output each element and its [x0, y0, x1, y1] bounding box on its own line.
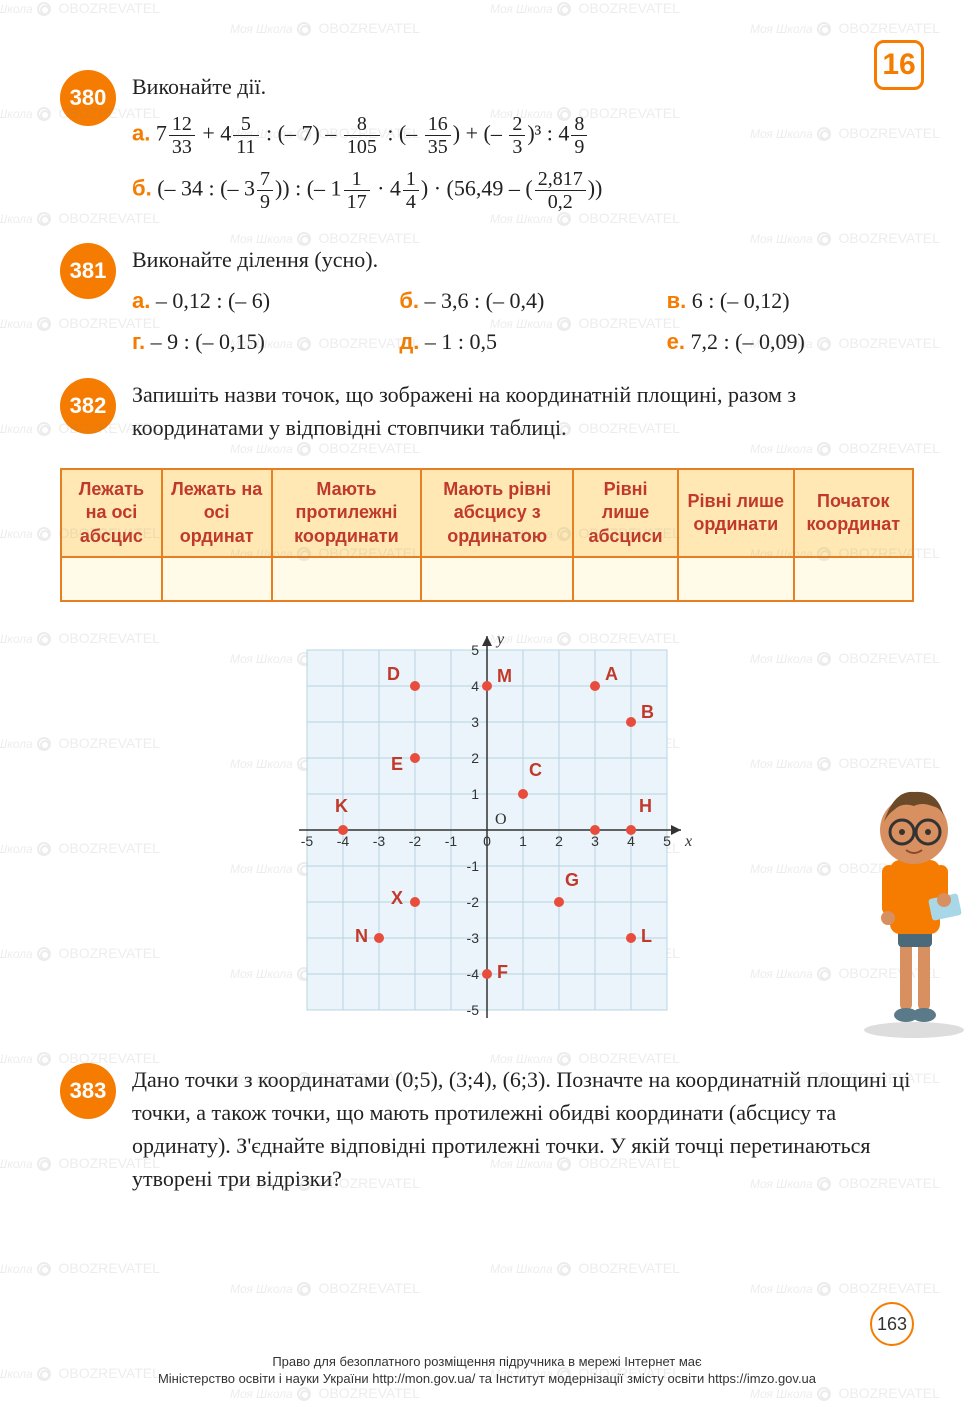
exercise-383: 383 Дано точки з координатами (0;5), (3;…	[60, 1063, 914, 1203]
exercise-body: Запишіть назви точок, що зображені на ко…	[132, 378, 914, 452]
svg-text:0: 0	[483, 833, 491, 849]
exercise-381: 381 Виконайте ділення (усно). а. – 0,12 …	[60, 243, 914, 358]
svg-text:L: L	[641, 926, 652, 946]
table-cell	[421, 557, 573, 601]
exercise-number: 382	[60, 378, 116, 434]
exercise-body: Виконайте ділення (усно). а. – 0,12 : (–…	[132, 243, 914, 358]
table-header: Початок координат	[794, 469, 913, 557]
svg-text:-5: -5	[467, 1002, 480, 1018]
table-header: Лежать на осі абсцис	[61, 469, 162, 557]
exercise-number: 381	[60, 243, 116, 299]
svg-text:O: O	[495, 811, 507, 828]
svg-text:K: K	[335, 796, 348, 816]
list-item: д. – 1 : 0,5	[399, 325, 646, 358]
svg-text:C: C	[529, 760, 542, 780]
svg-text:G: G	[565, 870, 579, 890]
svg-text:5: 5	[471, 642, 479, 658]
svg-text:-3: -3	[467, 930, 480, 946]
table-cell	[61, 557, 162, 601]
svg-text:-4: -4	[337, 833, 350, 849]
table-header: Рівні лише ординати	[678, 469, 794, 557]
items-grid: а. – 0,12 : (– 6) б. – 3,6 : (– 0,4) в. 6 …	[132, 284, 914, 358]
svg-text:4: 4	[627, 833, 635, 849]
exercise-380: 380 Виконайте дії. а. 71233 + 4511 : (– …	[60, 70, 914, 223]
svg-text:B: B	[641, 702, 654, 722]
svg-text:3: 3	[471, 714, 479, 730]
table-cell	[573, 557, 678, 601]
exercise-body: Дано точки з координатами (0;5), (3;4), …	[132, 1063, 914, 1203]
table-cell	[162, 557, 272, 601]
svg-text:5: 5	[663, 833, 671, 849]
svg-text:x: x	[684, 833, 692, 850]
svg-text:1: 1	[471, 786, 479, 802]
table-row	[61, 557, 913, 601]
svg-text:y: y	[495, 631, 505, 648]
footer-text: Право для безоплатного розміщення підруч…	[60, 1354, 914, 1388]
svg-text:A: A	[605, 664, 618, 684]
svg-text:H: H	[639, 796, 652, 816]
table-cell	[794, 557, 913, 601]
table-header: Мають протилежні координати	[272, 469, 422, 557]
svg-text:1: 1	[519, 833, 527, 849]
exercise-title: Виконайте ділення (усно).	[132, 243, 914, 276]
boy-illustration	[844, 760, 974, 1040]
exercise-382: 382 Запишіть назви точок, що зображені н…	[60, 378, 914, 452]
coordinate-table: Лежать на осі абсцисЛежать на осі ордина…	[60, 468, 914, 602]
math-expression-a: а. 71233 + 4511 : (– 7) – 8105 : (– 1635…	[132, 113, 914, 158]
exercise-number: 383	[60, 1063, 116, 1119]
chart-row: -5-4-3-2-1012345-5-4-3-2-112345xyODAMEBC…	[60, 622, 914, 1043]
coordinate-chart: -5-4-3-2-1012345-5-4-3-2-112345xyODAMEBC…	[279, 622, 695, 1043]
svg-text:-5: -5	[301, 833, 314, 849]
item-label: а.	[132, 121, 150, 146]
exercise-title: Дано точки з координатами (0;5), (3;4), …	[132, 1063, 914, 1195]
table-header: Лежать на осі ординат	[162, 469, 272, 557]
svg-text:F: F	[497, 962, 508, 982]
svg-text:4: 4	[471, 678, 479, 694]
svg-text:-3: -3	[373, 833, 386, 849]
svg-text:X: X	[391, 888, 403, 908]
exercise-title: Виконайте дії.	[132, 70, 914, 103]
math-expression-b: б. (– 34 : (– 379)) : (– 1117 · 414) · (…	[132, 168, 914, 213]
svg-text:-1: -1	[467, 858, 480, 874]
table-header-row: Лежать на осі абсцисЛежать на осі ордина…	[61, 469, 913, 557]
svg-text:M: M	[497, 666, 512, 686]
svg-text:N: N	[355, 926, 368, 946]
item-label: б.	[132, 176, 152, 201]
table-cell	[678, 557, 794, 601]
svg-text:D: D	[387, 664, 400, 684]
footer-line2: Міністерство освіти і науки України http…	[60, 1371, 914, 1388]
svg-text:E: E	[391, 754, 403, 774]
table-cell	[272, 557, 422, 601]
svg-text:3: 3	[591, 833, 599, 849]
svg-text:2: 2	[555, 833, 563, 849]
svg-text:2: 2	[471, 750, 479, 766]
page-number: 163	[870, 1302, 914, 1346]
exercise-number: 380	[60, 70, 116, 126]
table-header: Рівні лише абсциси	[573, 469, 678, 557]
table-header: Мають рівні абсцису з ординатою	[421, 469, 573, 557]
list-item: б. – 3,6 : (– 0,4)	[399, 284, 646, 317]
textbook-page: Моя Школа OBOZREVATELМоя Школа OBOZREVAT…	[0, 0, 974, 1406]
footer-line1: Право для безоплатного розміщення підруч…	[60, 1354, 914, 1371]
list-item: в. 6 : (– 0,12)	[667, 284, 914, 317]
list-item: а. – 0,12 : (– 6)	[132, 284, 379, 317]
svg-text:-4: -4	[467, 966, 480, 982]
svg-text:-2: -2	[409, 833, 422, 849]
svg-text:-2: -2	[467, 894, 480, 910]
scatter-chart: -5-4-3-2-1012345-5-4-3-2-112345xyODAMEBC…	[279, 622, 695, 1038]
exercise-body: Виконайте дії. а. 71233 + 4511 : (– 7) –…	[132, 70, 914, 223]
exercise-title: Запишіть назви точок, що зображені на ко…	[132, 378, 914, 444]
list-item: г. – 9 : (– 0,15)	[132, 325, 379, 358]
chapter-badge: 16	[874, 40, 924, 90]
svg-text:-1: -1	[445, 833, 458, 849]
list-item: е. 7,2 : (– 0,09)	[667, 325, 914, 358]
